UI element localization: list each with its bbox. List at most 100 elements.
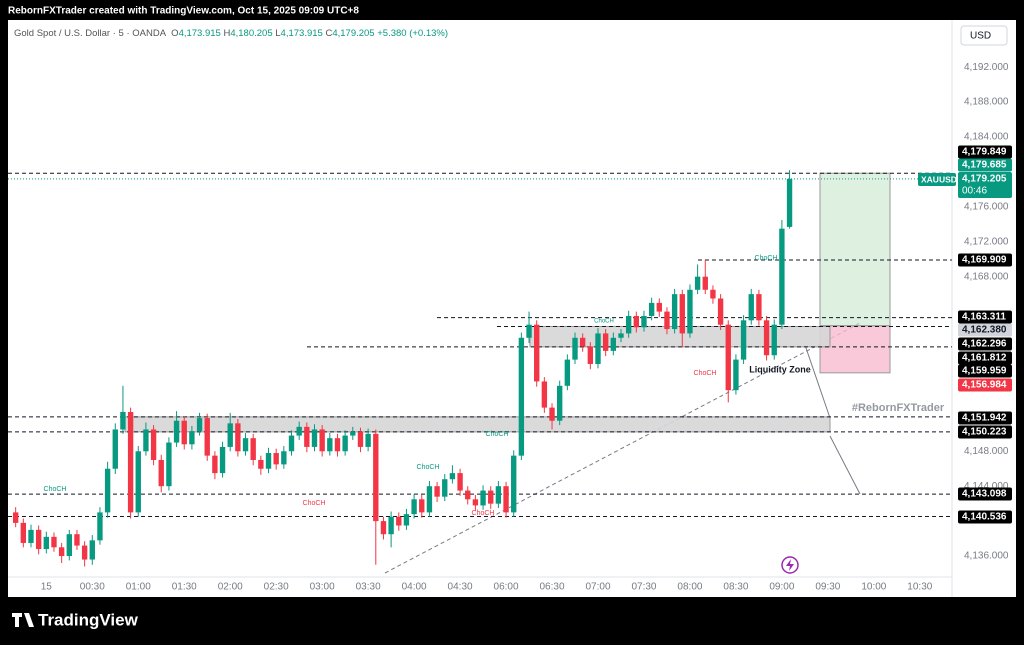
candle-body [334,438,341,452]
ohlc-value: 4,180.205 [230,28,272,39]
x-tick-label: 04:00 [402,582,427,593]
candle-body [342,435,348,452]
price-tag-bg [958,172,1012,198]
ohlc-value: 4,173.915 [281,28,323,39]
candle-body [472,499,479,506]
x-tick-label: 04:30 [448,582,473,593]
candle-body [81,545,88,560]
annotation: ChoCH [755,255,778,262]
candle-body [281,451,287,465]
arrow [804,344,831,419]
annotation: ChoCH [486,431,509,438]
x-tick-label: 10:00 [861,582,886,593]
candle-body [419,499,425,513]
x-tick-label: 02:00 [218,582,243,593]
candle-body [380,521,387,535]
level-label-bg [958,510,1012,524]
candle-body [112,429,118,469]
level-label-bg [958,253,1012,267]
x-tick-label: 07:30 [631,582,656,593]
position-target [819,172,891,327]
candle-body [511,455,517,513]
candle-body [633,315,639,328]
candle-body [457,473,463,491]
candle-body [618,333,624,338]
candle-body [35,529,42,550]
candle-body [97,512,103,541]
x-tick-label: 06:00 [494,582,519,593]
candle-body [679,294,685,334]
x-tick-label: 03:00 [310,582,335,593]
ohlc-key: C [325,28,332,39]
candle-body [74,534,80,546]
brand: TradingView [38,610,139,629]
candle-body [534,324,540,382]
y-tick-label: 4,192.000 [964,62,1009,73]
x-tick-label: 09:30 [815,582,840,593]
candle-body [411,499,417,515]
candle-body [572,337,578,360]
candle-body [273,453,279,465]
candle-body [235,423,241,452]
level-label: 4,162.380 [962,325,1007,336]
candle-body [595,333,601,364]
candle-body [541,381,548,408]
level-label: 4,151.942 [962,413,1007,424]
candle-body [756,294,762,321]
x-tick-label: 01:00 [126,582,151,593]
level-label-bg [958,487,1012,501]
candle-body [403,514,410,526]
candle-body [189,431,195,445]
candle-body [748,294,754,321]
price-tag-price: 4,179.205 [962,174,1007,185]
annotation: ChoCH [44,486,67,493]
attribution: RebornFXTrader created with TradingView.… [8,6,359,17]
candle-body [710,289,716,299]
change: +5.380 (+0.13%) [377,28,448,39]
level-label: 4,159.959 [962,366,1007,377]
candle-body [442,479,448,497]
level-label: 4,169.909 [962,255,1007,266]
symbol-tag-bg [918,173,956,186]
candle-body [641,315,647,328]
x-tick-label: 08:00 [677,582,702,593]
candle-body [350,432,356,436]
candle-body [740,320,747,360]
candle-body [480,490,486,506]
y-tick-label: 4,172.000 [964,236,1009,247]
level-label: 4,161.812 [962,353,1007,364]
candle-body [625,315,632,334]
candle-body [426,486,433,513]
candle-body [150,429,157,461]
x-tick-label: 08:30 [723,582,748,593]
currency-button[interactable] [960,25,1008,46]
annotation: ChoCH [694,370,717,377]
level-label: 4,179.849 [962,147,1007,158]
candle-body [648,302,655,316]
y-tick-label: 4,184.000 [964,132,1009,143]
candle-body [671,294,678,330]
candle-body [296,426,302,436]
candle-body [89,540,95,560]
candle-body [717,298,724,325]
currency[interactable]: USD [970,31,991,42]
candle-body [388,516,394,535]
candle-body [771,324,777,356]
x-tick-label: 00:30 [80,582,105,593]
level-label-bg [958,351,1012,365]
candle-body [602,333,609,351]
level-label-bg [958,364,1012,378]
candle-body [449,473,456,480]
x-tick-label: 15 [41,582,53,593]
candle-body [58,547,65,557]
candle-body [549,407,555,421]
y-tick-label: 4,136.000 [964,551,1009,562]
event-icon[interactable] [781,556,799,574]
ohlc-legend: Gold Spot / U.S. Dollar · 5 · OANDA O4,1… [14,28,448,39]
trend-line [384,322,861,574]
x-tick-label: 01:30 [172,582,197,593]
candle-body [288,435,295,452]
symbol: Gold Spot / U.S. Dollar · 5 · OANDA [14,28,167,39]
candle-body [204,418,210,456]
